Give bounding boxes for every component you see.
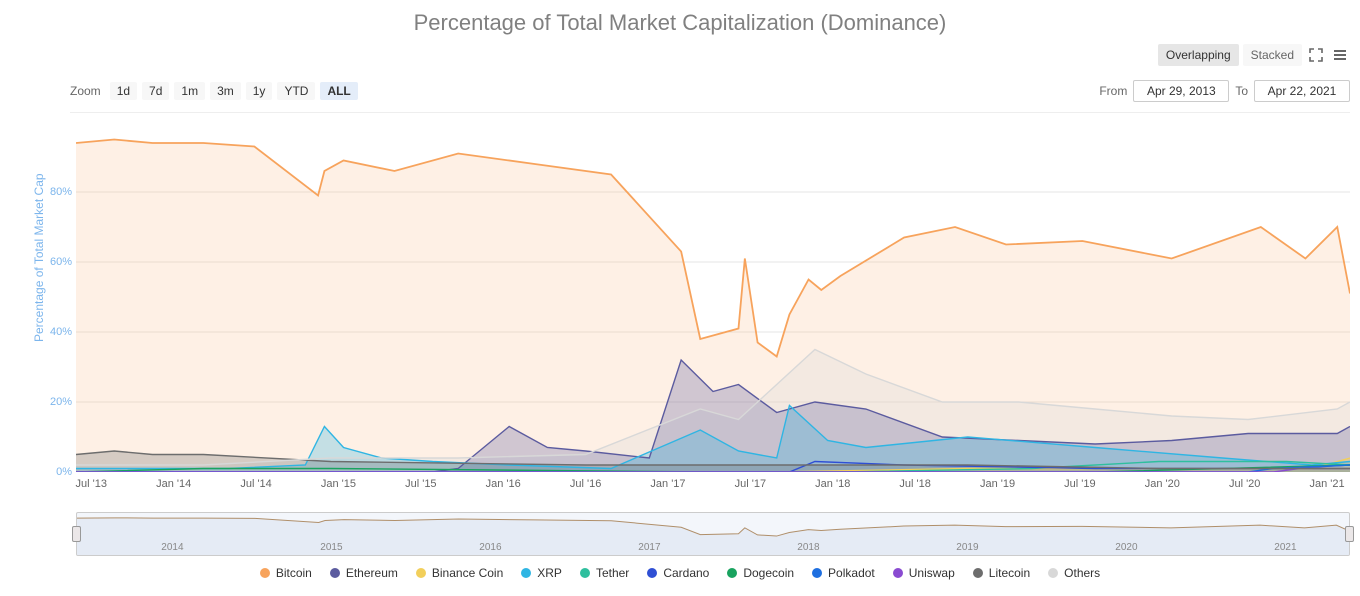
zoom-1y-button[interactable]: 1y bbox=[246, 82, 273, 100]
xtick-label: Jan '16 bbox=[486, 478, 521, 490]
ytick-label: 40% bbox=[42, 326, 72, 338]
legend-item-dogecoin[interactable]: Dogecoin bbox=[727, 566, 794, 580]
navigator-tick: 2017 bbox=[638, 542, 660, 553]
zoom-7d-button[interactable]: 7d bbox=[142, 82, 169, 100]
legend-dot-icon bbox=[973, 568, 983, 578]
navigator-tick: 2021 bbox=[1274, 542, 1296, 553]
navigator-tick: 2016 bbox=[479, 542, 501, 553]
fullscreen-icon[interactable] bbox=[1306, 45, 1326, 65]
ytick-label: 20% bbox=[42, 396, 72, 408]
to-label: To bbox=[1235, 84, 1248, 98]
to-date-input[interactable] bbox=[1254, 80, 1350, 102]
date-group: From To bbox=[1099, 80, 1350, 102]
menu-icon[interactable] bbox=[1330, 45, 1350, 65]
xtick-label: Jul '15 bbox=[405, 478, 436, 490]
xtick-label: Jan '14 bbox=[156, 478, 191, 490]
ytick-label: 60% bbox=[42, 256, 72, 268]
xtick-label: Jan '17 bbox=[650, 478, 685, 490]
xtick-label: Jul '18 bbox=[899, 478, 930, 490]
legend-dot-icon bbox=[727, 568, 737, 578]
legend-dot-icon bbox=[260, 568, 270, 578]
legend-label: Uniswap bbox=[909, 566, 955, 580]
zoom-label: Zoom bbox=[70, 84, 101, 98]
legend-dot-icon bbox=[521, 568, 531, 578]
legend-item-ethereum[interactable]: Ethereum bbox=[330, 566, 398, 580]
zoom-ytd-button[interactable]: YTD bbox=[277, 82, 315, 100]
xtick-label: Jan '19 bbox=[980, 478, 1015, 490]
display-mode-bar: Overlapping Stacked bbox=[1158, 44, 1350, 66]
stacked-button[interactable]: Stacked bbox=[1243, 44, 1302, 66]
legend-label: Binance Coin bbox=[432, 566, 503, 580]
navigator-tick: 2014 bbox=[161, 542, 183, 553]
zoom-3m-button[interactable]: 3m bbox=[210, 82, 241, 100]
legend-dot-icon bbox=[1048, 568, 1058, 578]
xtick-label: Jul '17 bbox=[735, 478, 766, 490]
navigator[interactable]: 2014 2015 2016 2017 2018 2019 2020 2021 bbox=[76, 512, 1350, 556]
from-label: From bbox=[1099, 84, 1127, 98]
zoom-1m-button[interactable]: 1m bbox=[174, 82, 205, 100]
legend-label: XRP bbox=[537, 566, 562, 580]
xtick-label: Jan '18 bbox=[815, 478, 850, 490]
legend-label: Cardano bbox=[663, 566, 709, 580]
xtick-label: Jan '15 bbox=[321, 478, 356, 490]
legend-label: Dogecoin bbox=[743, 566, 794, 580]
navigator-tick: 2018 bbox=[797, 542, 819, 553]
ytick-label: 80% bbox=[42, 186, 72, 198]
chart-area: Percentage of Total Market Cap 0%20%40%6… bbox=[34, 112, 1350, 496]
legend-item-binance-coin[interactable]: Binance Coin bbox=[416, 566, 503, 580]
legend-label: Litecoin bbox=[989, 566, 1030, 580]
legend-item-uniswap[interactable]: Uniswap bbox=[893, 566, 955, 580]
zoom-group: Zoom 1d 7d 1m 3m 1yYTD ALL bbox=[70, 82, 358, 100]
legend-item-cardano[interactable]: Cardano bbox=[647, 566, 709, 580]
legend-label: Polkadot bbox=[828, 566, 875, 580]
legend-item-tether[interactable]: Tether bbox=[580, 566, 629, 580]
xtick-label: Jul '20 bbox=[1229, 478, 1260, 490]
legend-item-xrp[interactable]: XRP bbox=[521, 566, 562, 580]
legend-label: Bitcoin bbox=[276, 566, 312, 580]
navigator-tick: 2020 bbox=[1115, 542, 1137, 553]
legend-dot-icon bbox=[416, 568, 426, 578]
legend-dot-icon bbox=[812, 568, 822, 578]
xtick-label: Jul '16 bbox=[570, 478, 601, 490]
legend-item-litecoin[interactable]: Litecoin bbox=[973, 566, 1030, 580]
zoom-1d-button[interactable]: 1d bbox=[110, 82, 137, 100]
legend-dot-icon bbox=[647, 568, 657, 578]
range-bar: Zoom 1d 7d 1m 3m 1yYTD ALL From To bbox=[70, 80, 1350, 113]
xtick-label: Jan '21 bbox=[1309, 478, 1344, 490]
legend: Bitcoin Ethereum Binance Coin XRP Tether Card… bbox=[0, 566, 1360, 580]
legend-label: Others bbox=[1064, 566, 1100, 580]
legend-dot-icon bbox=[330, 568, 340, 578]
legend-label: Ethereum bbox=[346, 566, 398, 580]
xtick-label: Jul '14 bbox=[240, 478, 271, 490]
legend-dot-icon bbox=[580, 568, 590, 578]
zoom-all-button[interactable]: ALL bbox=[320, 82, 357, 100]
overlapping-button[interactable]: Overlapping bbox=[1158, 44, 1239, 66]
navigator-handle-left[interactable] bbox=[72, 526, 81, 542]
chart-plot[interactable]: 0%20%40%60%80%Jul '13Jan '14Jul '14Jan '… bbox=[76, 122, 1350, 472]
navigator-tick: 2015 bbox=[320, 542, 342, 553]
chart-title: Percentage of Total Market Capitalizatio… bbox=[0, 0, 1360, 40]
xtick-label: Jul '13 bbox=[76, 478, 107, 490]
legend-item-bitcoin[interactable]: Bitcoin bbox=[260, 566, 312, 580]
legend-label: Tether bbox=[596, 566, 629, 580]
navigator-handle-right[interactable] bbox=[1345, 526, 1354, 542]
legend-item-others[interactable]: Others bbox=[1048, 566, 1100, 580]
legend-dot-icon bbox=[893, 568, 903, 578]
from-date-input[interactable] bbox=[1133, 80, 1229, 102]
ytick-label: 0% bbox=[42, 466, 72, 478]
navigator-tick: 2019 bbox=[956, 542, 978, 553]
xtick-label: Jul '19 bbox=[1064, 478, 1095, 490]
legend-item-polkadot[interactable]: Polkadot bbox=[812, 566, 875, 580]
xtick-label: Jan '20 bbox=[1145, 478, 1180, 490]
